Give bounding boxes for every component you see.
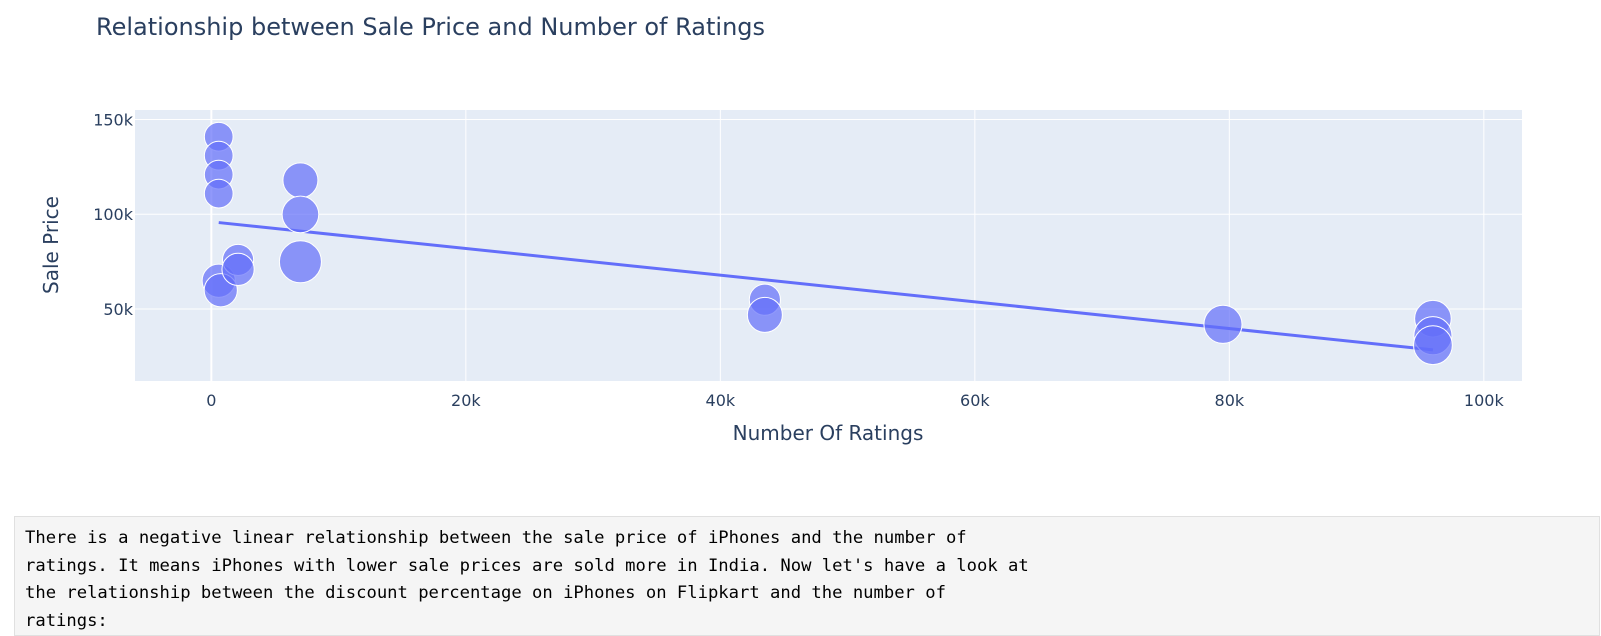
cell-text-line: ratings: <box>25 610 108 631</box>
y-axis-title: Sale Price <box>39 196 63 294</box>
cell-text-line: There is a negative linear relationship … <box>25 528 967 548</box>
y-tick-label: 100k <box>93 205 134 224</box>
scatter-point <box>281 195 320 234</box>
x-tick-label: 80k <box>1215 391 1245 410</box>
notebook-text-cell: There is a negative linear relationship … <box>14 516 1600 636</box>
x-tick-label: 100k <box>1464 391 1505 410</box>
scatter-point <box>1413 325 1453 366</box>
x-tick-label: 40k <box>706 391 736 410</box>
x-axis-ticks: 0 20k 40k 60k 80k 100k <box>206 391 1504 410</box>
scatter-point <box>282 162 319 199</box>
plot-area <box>135 110 1522 381</box>
scatter-point <box>1203 304 1243 344</box>
cell-text-line: the relationship between the discount pe… <box>25 583 946 603</box>
chart-title: Relationship between Sale Price and Numb… <box>96 13 765 41</box>
y-tick-label: 150k <box>93 110 134 129</box>
cell-text-line: ratings. It means iPhones with lower sal… <box>25 555 1029 576</box>
scatter-point <box>278 240 322 284</box>
scatter-point <box>203 178 234 209</box>
x-tick-label: 20k <box>451 391 481 410</box>
x-tick-label: 60k <box>960 391 990 410</box>
scatter-chart: Relationship between Sale Price and Numb… <box>39 13 1522 445</box>
gridlines <box>135 110 1522 381</box>
data-points <box>201 121 1453 366</box>
x-tick-label: 0 <box>206 391 216 410</box>
x-axis-title: Number Of Ratings <box>733 421 924 445</box>
scatter-point <box>221 252 255 286</box>
y-tick-label: 50k <box>103 300 133 319</box>
scatter-point <box>746 296 783 333</box>
y-axis-ticks: 50k 100k 150k <box>93 110 134 319</box>
